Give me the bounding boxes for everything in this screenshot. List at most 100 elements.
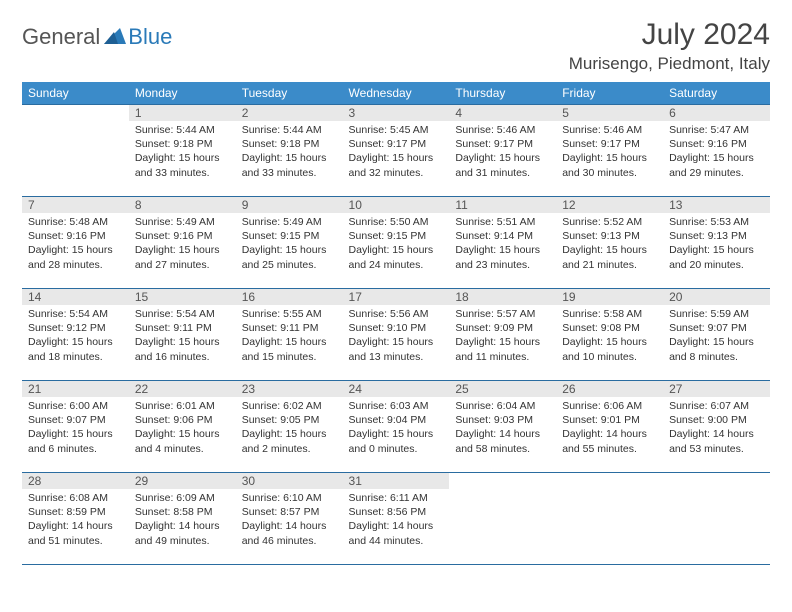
- weekday-header: Sunday: [22, 82, 129, 105]
- sunrise-text: Sunrise: 5:49 AM: [242, 215, 337, 229]
- sunrise-text: Sunrise: 6:11 AM: [349, 491, 444, 505]
- weekday-header: Friday: [556, 82, 663, 105]
- sunrise-text: Sunrise: 6:02 AM: [242, 399, 337, 413]
- sunset-text: Sunset: 9:08 PM: [562, 321, 657, 335]
- day-details: Sunrise: 6:06 AMSunset: 9:01 PMDaylight:…: [556, 397, 663, 460]
- daylight-text: Daylight: 14 hours and 49 minutes.: [135, 519, 230, 547]
- daylight-text: Daylight: 15 hours and 27 minutes.: [135, 243, 230, 271]
- calendar-day-cell: 7Sunrise: 5:48 AMSunset: 9:16 PMDaylight…: [22, 197, 129, 289]
- sunrise-text: Sunrise: 5:44 AM: [242, 123, 337, 137]
- day-details: Sunrise: 5:48 AMSunset: 9:16 PMDaylight:…: [22, 213, 129, 276]
- logo-text-general: General: [22, 24, 100, 50]
- day-details: Sunrise: 6:00 AMSunset: 9:07 PMDaylight:…: [22, 397, 129, 460]
- daylight-text: Daylight: 15 hours and 16 minutes.: [135, 335, 230, 363]
- day-details: Sunrise: 5:54 AMSunset: 9:12 PMDaylight:…: [22, 305, 129, 368]
- calendar-day-cell: 2Sunrise: 5:44 AMSunset: 9:18 PMDaylight…: [236, 105, 343, 197]
- sunrise-text: Sunrise: 5:55 AM: [242, 307, 337, 321]
- daylight-text: Daylight: 15 hours and 31 minutes.: [455, 151, 550, 179]
- sunset-text: Sunset: 9:16 PM: [135, 229, 230, 243]
- sunrise-text: Sunrise: 5:52 AM: [562, 215, 657, 229]
- day-number: 26: [556, 381, 663, 397]
- day-number: 6: [663, 105, 770, 121]
- calendar-day-cell: 20Sunrise: 5:59 AMSunset: 9:07 PMDayligh…: [663, 289, 770, 381]
- daylight-text: Daylight: 14 hours and 44 minutes.: [349, 519, 444, 547]
- day-number: 27: [663, 381, 770, 397]
- sunrise-text: Sunrise: 6:09 AM: [135, 491, 230, 505]
- sunset-text: Sunset: 9:12 PM: [28, 321, 123, 335]
- calendar-day-cell: [556, 473, 663, 565]
- daylight-text: Daylight: 15 hours and 21 minutes.: [562, 243, 657, 271]
- day-number: 12: [556, 197, 663, 213]
- sunset-text: Sunset: 9:11 PM: [135, 321, 230, 335]
- day-details: Sunrise: 5:44 AMSunset: 9:18 PMDaylight:…: [129, 121, 236, 184]
- day-details: Sunrise: 5:44 AMSunset: 9:18 PMDaylight:…: [236, 121, 343, 184]
- sunset-text: Sunset: 9:13 PM: [669, 229, 764, 243]
- location: Murisengo, Piedmont, Italy: [569, 54, 770, 74]
- day-number: 9: [236, 197, 343, 213]
- sunset-text: Sunset: 9:01 PM: [562, 413, 657, 427]
- calendar-day-cell: 13Sunrise: 5:53 AMSunset: 9:13 PMDayligh…: [663, 197, 770, 289]
- daylight-text: Daylight: 15 hours and 18 minutes.: [28, 335, 123, 363]
- calendar-day-cell: [449, 473, 556, 565]
- day-number: 18: [449, 289, 556, 305]
- sunrise-text: Sunrise: 5:49 AM: [135, 215, 230, 229]
- day-details: Sunrise: 5:45 AMSunset: 9:17 PMDaylight:…: [343, 121, 450, 184]
- daylight-text: Daylight: 14 hours and 58 minutes.: [455, 427, 550, 455]
- sunrise-text: Sunrise: 5:46 AM: [562, 123, 657, 137]
- calendar-day-cell: 6Sunrise: 5:47 AMSunset: 9:16 PMDaylight…: [663, 105, 770, 197]
- daylight-text: Daylight: 14 hours and 55 minutes.: [562, 427, 657, 455]
- sunset-text: Sunset: 9:18 PM: [135, 137, 230, 151]
- sunrise-text: Sunrise: 6:06 AM: [562, 399, 657, 413]
- day-details: Sunrise: 6:02 AMSunset: 9:05 PMDaylight:…: [236, 397, 343, 460]
- calendar-week-row: 28Sunrise: 6:08 AMSunset: 8:59 PMDayligh…: [22, 473, 770, 565]
- sunrise-text: Sunrise: 5:51 AM: [455, 215, 550, 229]
- day-details: Sunrise: 6:08 AMSunset: 8:59 PMDaylight:…: [22, 489, 129, 552]
- calendar-week-row: 14Sunrise: 5:54 AMSunset: 9:12 PMDayligh…: [22, 289, 770, 381]
- sunrise-text: Sunrise: 5:50 AM: [349, 215, 444, 229]
- day-details: Sunrise: 6:01 AMSunset: 9:06 PMDaylight:…: [129, 397, 236, 460]
- daylight-text: Daylight: 15 hours and 11 minutes.: [455, 335, 550, 363]
- day-details: Sunrise: 5:49 AMSunset: 9:15 PMDaylight:…: [236, 213, 343, 276]
- calendar-day-cell: [22, 105, 129, 197]
- calendar-day-cell: 29Sunrise: 6:09 AMSunset: 8:58 PMDayligh…: [129, 473, 236, 565]
- day-number: 24: [343, 381, 450, 397]
- day-details: Sunrise: 5:50 AMSunset: 9:15 PMDaylight:…: [343, 213, 450, 276]
- calendar-day-cell: 4Sunrise: 5:46 AMSunset: 9:17 PMDaylight…: [449, 105, 556, 197]
- daylight-text: Daylight: 15 hours and 15 minutes.: [242, 335, 337, 363]
- day-number: 11: [449, 197, 556, 213]
- weekday-header: Tuesday: [236, 82, 343, 105]
- sunrise-text: Sunrise: 6:10 AM: [242, 491, 337, 505]
- sunrise-text: Sunrise: 5:48 AM: [28, 215, 123, 229]
- sunrise-text: Sunrise: 5:47 AM: [669, 123, 764, 137]
- sunset-text: Sunset: 9:00 PM: [669, 413, 764, 427]
- sunset-text: Sunset: 9:17 PM: [562, 137, 657, 151]
- day-details: Sunrise: 6:07 AMSunset: 9:00 PMDaylight:…: [663, 397, 770, 460]
- daylight-text: Daylight: 15 hours and 25 minutes.: [242, 243, 337, 271]
- daylight-text: Daylight: 15 hours and 23 minutes.: [455, 243, 550, 271]
- calendar-day-cell: 23Sunrise: 6:02 AMSunset: 9:05 PMDayligh…: [236, 381, 343, 473]
- day-number: 16: [236, 289, 343, 305]
- day-number: 15: [129, 289, 236, 305]
- day-number: 8: [129, 197, 236, 213]
- calendar-table: Sunday Monday Tuesday Wednesday Thursday…: [22, 82, 770, 565]
- sunset-text: Sunset: 8:59 PM: [28, 505, 123, 519]
- calendar-day-cell: 21Sunrise: 6:00 AMSunset: 9:07 PMDayligh…: [22, 381, 129, 473]
- calendar-day-cell: 18Sunrise: 5:57 AMSunset: 9:09 PMDayligh…: [449, 289, 556, 381]
- sunrise-text: Sunrise: 6:04 AM: [455, 399, 550, 413]
- day-number: 20: [663, 289, 770, 305]
- calendar-day-cell: 12Sunrise: 5:52 AMSunset: 9:13 PMDayligh…: [556, 197, 663, 289]
- day-details: Sunrise: 5:59 AMSunset: 9:07 PMDaylight:…: [663, 305, 770, 368]
- sunset-text: Sunset: 9:11 PM: [242, 321, 337, 335]
- sunrise-text: Sunrise: 5:57 AM: [455, 307, 550, 321]
- day-details: Sunrise: 5:47 AMSunset: 9:16 PMDaylight:…: [663, 121, 770, 184]
- day-number: 1: [129, 105, 236, 121]
- calendar-day-cell: [663, 473, 770, 565]
- sunrise-text: Sunrise: 5:46 AM: [455, 123, 550, 137]
- daylight-text: Daylight: 15 hours and 6 minutes.: [28, 427, 123, 455]
- daylight-text: Daylight: 15 hours and 29 minutes.: [669, 151, 764, 179]
- day-details: Sunrise: 5:46 AMSunset: 9:17 PMDaylight:…: [449, 121, 556, 184]
- sunrise-text: Sunrise: 5:56 AM: [349, 307, 444, 321]
- daylight-text: Daylight: 14 hours and 46 minutes.: [242, 519, 337, 547]
- day-details: Sunrise: 5:52 AMSunset: 9:13 PMDaylight:…: [556, 213, 663, 276]
- day-number: 3: [343, 105, 450, 121]
